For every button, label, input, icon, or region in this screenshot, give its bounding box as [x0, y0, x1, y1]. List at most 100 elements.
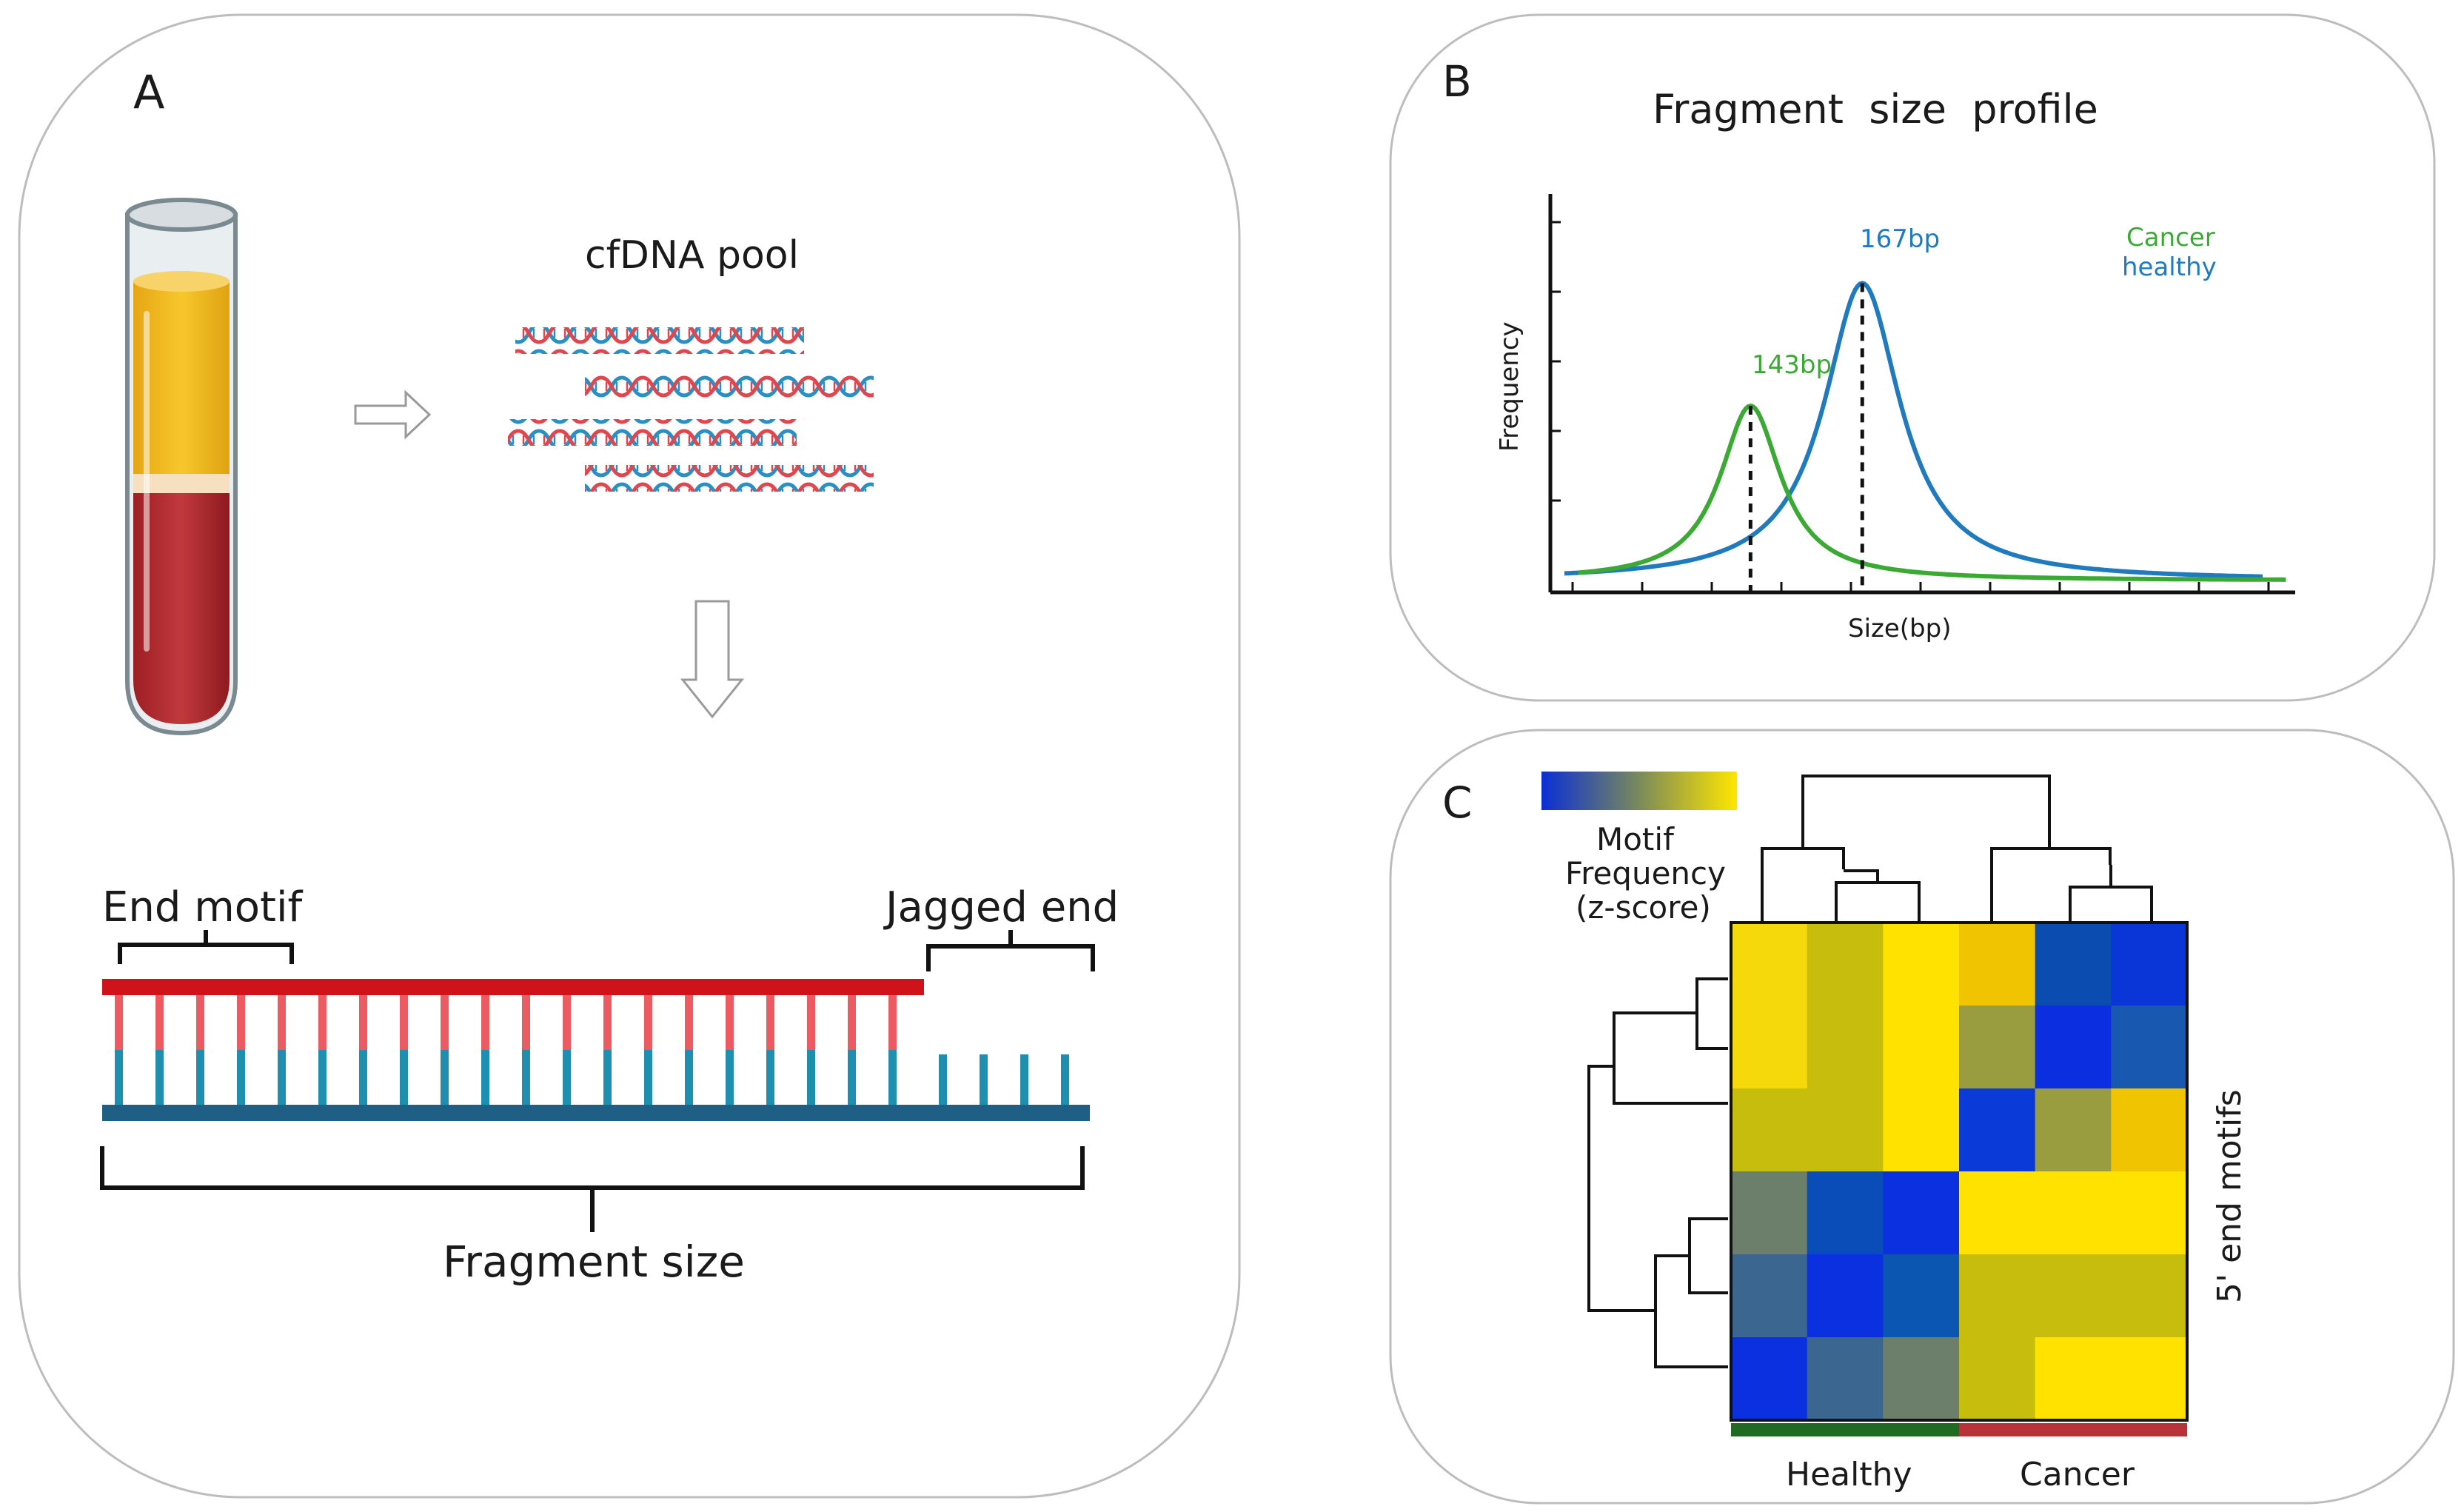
- heatmap-cell: [1883, 1006, 1960, 1089]
- panel-b-frame: [1389, 13, 2436, 702]
- colorbar-label-zscore: (z-score): [1576, 889, 1711, 926]
- colorbar-label-frequency: Frequency: [1565, 855, 1726, 892]
- base-pair-top: [278, 995, 286, 1050]
- end-motif-label: End motif: [102, 883, 304, 931]
- series-line-cancer: [1578, 403, 2286, 582]
- x-axis-label: Size(bp): [1848, 614, 1952, 643]
- legend-healthy: healthy: [2122, 252, 2217, 282]
- base-pair-top: [685, 995, 693, 1050]
- fragment-size-label: Fragment size: [443, 1237, 745, 1287]
- base-pair-bottom: [807, 1050, 815, 1105]
- heatmap-border: [1730, 921, 2189, 1422]
- colorbar: [1541, 772, 1737, 810]
- base-pair-top: [888, 995, 897, 1050]
- panel-b: B Fragment size profile Frequency Size(b…: [1389, 13, 2436, 702]
- heatmap-cell: [2111, 1337, 2188, 1421]
- column-dendrogram: [1761, 775, 2153, 923]
- jagged-end-bracket: [926, 930, 1095, 971]
- heatmap-cell: [1959, 1337, 2036, 1421]
- end-motif-bracket: [118, 930, 294, 964]
- base-pair-top: [603, 995, 612, 1050]
- base-pair-bottom: [766, 1050, 774, 1105]
- base-pair-top: [441, 995, 449, 1050]
- heatmap-cell: [1883, 1171, 1960, 1255]
- heatmap-cell: [1731, 1337, 1808, 1421]
- dna-strand-icon: [585, 373, 874, 400]
- panel-c-letter: C: [1442, 777, 1473, 828]
- heatmap-cell: [1883, 1254, 1960, 1338]
- heatmap-cell: [1807, 1337, 1884, 1421]
- heatmap-cell: [2111, 1171, 2188, 1255]
- heatmap-cell: [2111, 923, 2188, 1006]
- base-pair-bottom: [481, 1050, 489, 1105]
- dna-strand-icon: [508, 419, 797, 446]
- heatmap-cell: [2111, 1088, 2188, 1172]
- base-pair-bottom: [563, 1050, 571, 1105]
- fragment-size-bracket: [100, 1146, 1085, 1232]
- base-pair-top: [196, 995, 204, 1050]
- base-pair-top: [807, 995, 815, 1050]
- heatmap-cell: [1883, 923, 1960, 1006]
- panel-a-letter: A: [133, 65, 164, 119]
- heatmap-cell: [1731, 923, 1808, 1006]
- axis-ticks: [1550, 221, 2270, 592]
- heatmap-cell: [1807, 923, 1884, 1006]
- group-bar-cancer: [1959, 1423, 2187, 1436]
- heatmap-cell: [1807, 1006, 1884, 1089]
- base-pair-top: [563, 995, 571, 1050]
- jagged-base: [980, 1054, 988, 1105]
- base-pair-top: [155, 995, 164, 1050]
- base-pair-bottom: [237, 1050, 245, 1105]
- base-pair-top: [237, 995, 245, 1050]
- heatmap-cell: [1731, 1088, 1808, 1172]
- cfdna-fragment: [102, 979, 1090, 1121]
- arrow-down-icon: [680, 600, 745, 719]
- heatmap-cell: [1731, 1171, 1808, 1255]
- row-axis-label: 5' end motifs: [2211, 1089, 2249, 1303]
- series-line-healthy: [1564, 281, 2263, 579]
- base-pair-bottom: [400, 1050, 408, 1105]
- base-pair-bottom: [644, 1050, 652, 1105]
- heatmap-cell: [2035, 1006, 2112, 1089]
- panel-a-frame: [18, 13, 1241, 1499]
- heatmap-cell: [2035, 923, 2112, 1006]
- heatmap-cell: [1959, 1006, 2036, 1089]
- row-dendrogram: [1587, 977, 1728, 1368]
- heatmap-cell: [2035, 1088, 2112, 1172]
- heatmap-cell: [2111, 1006, 2188, 1089]
- blood-tube-icon: [125, 198, 238, 736]
- heatmap-cell: [2035, 1254, 2112, 1338]
- jagged-base: [1020, 1054, 1028, 1105]
- heatmap-cell: [1883, 1088, 1960, 1172]
- panel-a: A cfDNA pool End motif Jagged end: [18, 13, 1241, 1499]
- cfdna-pool-title: cfDNA pool: [585, 233, 799, 278]
- heatmap-cell: [1959, 1254, 2036, 1338]
- base-pair-bottom: [726, 1050, 734, 1105]
- base-pair-bottom: [196, 1050, 204, 1105]
- heatmap-cell: [1959, 1171, 2036, 1255]
- base-pair-bottom: [318, 1050, 327, 1105]
- chart-title: Fragment size profile: [1653, 86, 2098, 133]
- jagged-base: [1061, 1054, 1069, 1105]
- jagged-base: [939, 1054, 947, 1105]
- legend-cancer: Cancer: [2126, 223, 2215, 252]
- base-pair-top: [318, 995, 327, 1050]
- base-pair-top: [481, 995, 489, 1050]
- base-pair-top: [726, 995, 734, 1050]
- base-pair-bottom: [888, 1050, 897, 1105]
- base-pair-bottom: [278, 1050, 286, 1105]
- heatmap-cell: [1807, 1254, 1884, 1338]
- group-label-cancer: Cancer: [2020, 1456, 2135, 1493]
- colorbar-label-motif: Motif: [1596, 821, 1675, 857]
- heatmap-cell: [2111, 1254, 2188, 1338]
- base-pair-bottom: [848, 1050, 856, 1105]
- base-pair-bottom: [522, 1050, 530, 1105]
- heatmap-cell: [1731, 1254, 1808, 1338]
- base-pair-top: [522, 995, 530, 1050]
- group-label-healthy: Healthy: [1786, 1456, 1912, 1493]
- y-axis-label: Frequency: [1495, 321, 1524, 452]
- base-pair-bottom: [155, 1050, 164, 1105]
- heatmap-cell: [2035, 1337, 2112, 1421]
- base-pair-bottom: [359, 1050, 367, 1105]
